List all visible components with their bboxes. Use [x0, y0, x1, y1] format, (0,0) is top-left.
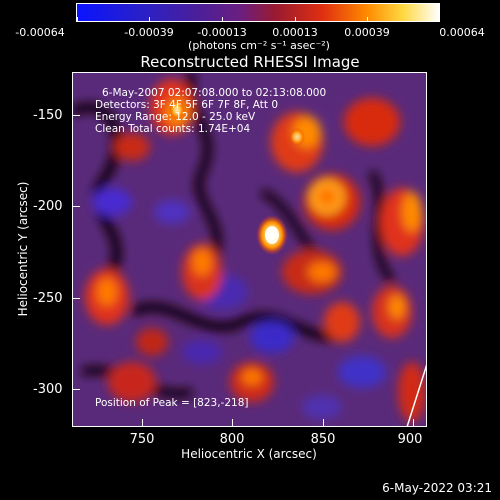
colorbar-label: -0.00064 — [15, 26, 65, 39]
colorbar-label: 0.00013 — [272, 26, 318, 39]
x-tick-label: 900 — [397, 432, 423, 447]
x-axis-label: Heliocentric X (arcsec) — [181, 447, 317, 461]
colorbar-label: 0.00064 — [439, 26, 485, 39]
x-tick — [413, 419, 414, 427]
colorbar-tick — [149, 17, 150, 22]
colorbar-label: 0.00039 — [344, 26, 390, 39]
x-tick-label: 800 — [219, 432, 245, 447]
y-tick-label: -200 — [33, 199, 63, 214]
y-tick-label: -150 — [33, 108, 63, 123]
colorbar — [76, 3, 440, 22]
y-tick-label: -250 — [33, 291, 63, 306]
x-tick — [142, 419, 143, 427]
colorbar-label: -0.00039 — [124, 26, 174, 39]
y-tick — [72, 115, 80, 116]
y-tick — [72, 298, 80, 299]
colorbar-label: -0.00013 — [197, 26, 247, 39]
peak-position: Position of Peak = [823,-218] — [95, 397, 249, 409]
y-tick — [72, 206, 80, 207]
timestamp: 6-May-2022 03:21 — [382, 481, 492, 495]
x-tick-label: 750 — [129, 432, 155, 447]
colorbar-tick — [367, 17, 368, 22]
colorbar-tick — [222, 17, 223, 22]
info-detectors: Detectors: 3F 4F 5F 6F 7F 8F, Att 0 — [95, 99, 279, 111]
colorbar-tick — [77, 17, 78, 22]
y-tick-label: -300 — [33, 382, 63, 397]
x-tick-label: 850 — [310, 432, 336, 447]
y-tick — [72, 389, 80, 390]
colorbar-unit: (photons cm⁻² s⁻¹ asec⁻²) — [188, 39, 330, 52]
info-clean-counts: Clean Total counts: 1.74E+04 — [95, 123, 251, 135]
colorbar-tick — [439, 17, 440, 22]
y-axis-label: Heliocentric Y (arcsec) — [16, 181, 30, 317]
x-tick — [323, 419, 324, 427]
colorbar-tick — [295, 17, 296, 22]
rhessi-image — [72, 72, 427, 427]
info-time-range: 6-May-2007 02:07:08.000 to 02:13:08.000 — [102, 87, 327, 99]
x-tick — [232, 419, 233, 427]
plot-title: Reconstructed RHESSI Image — [140, 53, 360, 71]
info-energy-range: Energy Range: 12.0 - 25.0 keV — [95, 111, 256, 123]
